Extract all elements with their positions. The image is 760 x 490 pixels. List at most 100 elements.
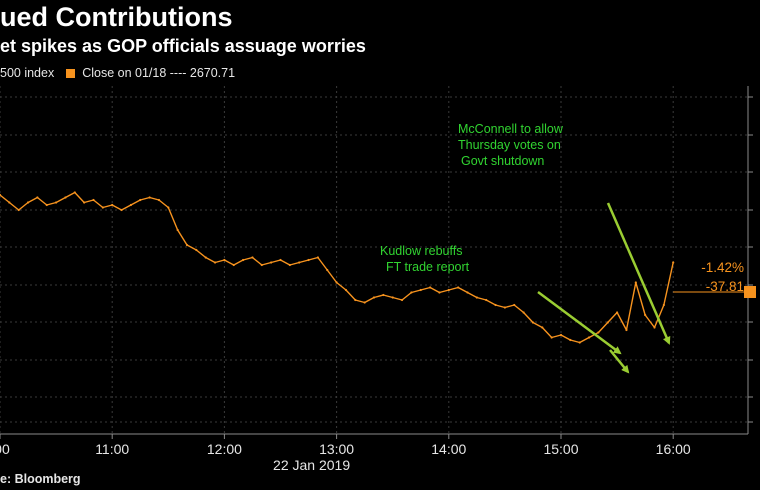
legend-close-label: Close on 01/18 ---- 2670.71	[82, 66, 236, 80]
data-point	[64, 196, 67, 199]
x-tick-label: 14:00	[431, 441, 466, 457]
data-point	[457, 286, 460, 289]
data-point	[438, 291, 441, 294]
data-point	[354, 298, 357, 302]
data-point	[176, 228, 179, 232]
annotation-text: McConnell to allow	[458, 122, 564, 136]
data-point	[569, 338, 572, 342]
data-point	[419, 288, 422, 292]
annotation-text: Thursday votes on	[458, 138, 561, 152]
data-point	[653, 326, 656, 329]
data-point	[625, 328, 628, 332]
data-point	[157, 198, 161, 202]
data-point	[466, 291, 469, 294]
data-point	[475, 296, 478, 299]
data-point	[270, 261, 273, 264]
legend: 500 index Close on 01/18 ---- 2670.71	[0, 66, 235, 80]
data-point	[148, 196, 151, 199]
data-point	[372, 296, 376, 299]
x-tick-label: 15:00	[543, 441, 578, 457]
data-point	[111, 203, 114, 207]
data-point	[410, 291, 413, 294]
data-point	[447, 288, 450, 292]
data-point	[541, 326, 544, 329]
data-point	[550, 336, 553, 339]
data-point	[344, 288, 348, 292]
data-point	[185, 243, 189, 247]
data-point	[223, 258, 226, 262]
data-point	[139, 198, 142, 202]
data-point	[0, 193, 2, 197]
x-axis-label: 22 Jan 2019	[273, 457, 350, 473]
data-point	[531, 321, 535, 324]
data-point	[316, 256, 319, 259]
data-point	[129, 203, 132, 207]
annotation-text: Govt shutdown	[461, 154, 544, 168]
data-point	[391, 296, 394, 299]
data-point	[242, 258, 245, 262]
data-point	[382, 293, 385, 297]
legend-close-swatch	[65, 69, 75, 78]
data-point	[606, 321, 609, 324]
annotation-arrow	[537, 290, 622, 355]
data-point	[503, 306, 506, 309]
data-point	[363, 301, 366, 304]
data-point	[494, 303, 497, 307]
x-tick-label: 12:00	[207, 441, 242, 457]
pct-change-label: -1.42%	[701, 260, 744, 275]
data-point	[17, 208, 20, 212]
data-point	[522, 311, 525, 314]
data-point	[92, 198, 95, 202]
annotation-text: FT trade report	[386, 260, 470, 274]
data-point	[204, 256, 207, 259]
x-tick-label: 13:00	[319, 441, 354, 457]
point-change-label: -37.81	[706, 279, 744, 294]
data-point	[73, 191, 76, 194]
data-point	[587, 336, 591, 339]
data-point	[559, 333, 563, 337]
source-credit: e: Bloomberg	[0, 472, 81, 486]
chart-subtitle: et spikes as GOP officials assuage worri…	[0, 36, 366, 56]
data-point	[213, 261, 217, 264]
data-point	[195, 248, 198, 252]
data-point	[616, 311, 619, 314]
data-point	[8, 201, 11, 204]
data-point	[326, 268, 329, 272]
data-point	[662, 303, 665, 307]
data-point	[83, 201, 86, 204]
last-value-marker	[744, 286, 756, 298]
data-point	[232, 263, 235, 267]
data-point	[101, 206, 104, 209]
data-point	[55, 201, 58, 204]
data-point	[335, 281, 338, 284]
data-point	[167, 206, 170, 209]
data-point	[307, 258, 310, 262]
data-point	[26, 201, 30, 204]
data-point	[45, 203, 48, 207]
data-point	[513, 303, 516, 307]
data-point	[298, 261, 301, 264]
data-point	[578, 341, 581, 344]
data-point	[644, 313, 647, 317]
data-point	[597, 331, 600, 334]
x-tick-label: 11:00	[95, 441, 129, 457]
legend-series-label: 500 index	[0, 66, 55, 80]
chart-title: ued Contributions	[0, 2, 233, 32]
data-point	[260, 263, 263, 267]
data-point	[485, 298, 488, 302]
data-point	[120, 208, 123, 212]
data-point	[634, 281, 637, 284]
annotation-text: Kudlow rebuffs	[380, 244, 462, 258]
data-point	[279, 258, 282, 262]
data-point	[429, 286, 432, 289]
data-point	[36, 196, 39, 199]
data-point	[672, 261, 675, 264]
x-tick-label: 16:00	[656, 441, 691, 457]
annotation-arrow	[609, 349, 630, 374]
data-point	[288, 263, 291, 267]
x-tick-label: :00	[0, 441, 10, 457]
data-point	[251, 256, 254, 259]
data-point	[400, 298, 404, 302]
annotation-arrow	[606, 202, 671, 345]
